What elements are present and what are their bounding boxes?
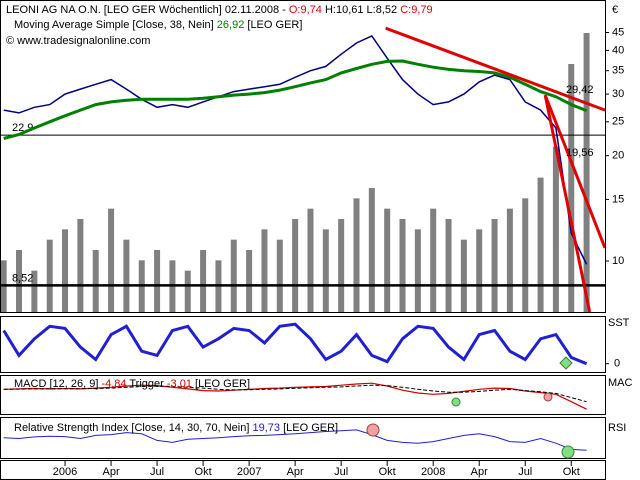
sst-label: SST bbox=[608, 317, 630, 329]
rsi-panel bbox=[0, 417, 606, 459]
volume-bar bbox=[246, 250, 253, 312]
x-tick-label: Okt bbox=[195, 466, 212, 478]
x-tick-label: Apr bbox=[471, 466, 488, 478]
volume-bar bbox=[338, 219, 345, 312]
x-tick-label: 2007 bbox=[237, 466, 261, 478]
y-tick-label: 45 bbox=[612, 26, 624, 38]
volume-bar bbox=[568, 64, 575, 312]
signal-marker bbox=[451, 397, 461, 407]
volume-bar bbox=[108, 208, 115, 312]
trendline-label: 29,42 bbox=[566, 84, 594, 96]
volume-bar bbox=[31, 270, 38, 312]
volume-bar bbox=[491, 219, 498, 312]
level-label: 8,52 bbox=[12, 272, 33, 284]
volume-bar bbox=[16, 250, 23, 312]
y-tick-label: 20 bbox=[612, 150, 624, 162]
signal-marker bbox=[561, 445, 575, 459]
volume-bar bbox=[154, 250, 161, 312]
volume-bar bbox=[552, 146, 559, 312]
volume-bar bbox=[414, 229, 421, 312]
x-tick-label: Jul bbox=[518, 466, 532, 478]
x-tick-label: Jul bbox=[334, 466, 348, 478]
volume-bar bbox=[399, 219, 406, 312]
trendline bbox=[543, 94, 592, 313]
volume-bar bbox=[276, 239, 283, 312]
y-tick-label: 35 bbox=[612, 65, 624, 77]
signal-marker bbox=[543, 392, 553, 402]
trendline bbox=[543, 94, 607, 249]
volume-bar bbox=[476, 229, 483, 312]
volume-bar bbox=[200, 250, 207, 312]
price-panel bbox=[0, 0, 606, 313]
price-line bbox=[3, 34, 588, 265]
x-tick-label: Okt bbox=[563, 466, 580, 478]
rsi-label: RSI bbox=[608, 422, 626, 434]
volume-bar bbox=[522, 198, 529, 312]
rsi-title: Relative Strength Index [Close, 14, 30, … bbox=[14, 422, 338, 434]
moving-average bbox=[3, 59, 588, 140]
volume-bar bbox=[77, 219, 84, 312]
rsi-line bbox=[3, 429, 587, 451]
sst-panel bbox=[0, 316, 606, 373]
signal-marker bbox=[366, 423, 380, 437]
macd-trigger bbox=[3, 384, 587, 403]
volume-bar bbox=[184, 270, 191, 312]
y-tick-label: 15 bbox=[612, 193, 624, 205]
header-line: LEONI AG NA O.N. [LEO GER Wöchentlich] 0… bbox=[6, 4, 433, 16]
ma-line: Moving Average Simple [Close, 38, Nein] … bbox=[14, 19, 302, 31]
volume-bar bbox=[506, 208, 513, 312]
x-tick-label: Apr bbox=[102, 466, 119, 478]
sst-line bbox=[2, 322, 588, 366]
volume-bar bbox=[583, 33, 590, 312]
macd-title: MACD [12, 26, 9] -4,84 Trigger -3,01 [LE… bbox=[14, 378, 250, 390]
volume-bar bbox=[92, 250, 99, 312]
y-tick-label: 30 bbox=[612, 88, 624, 100]
volume-bar bbox=[62, 229, 69, 312]
x-tick-label: Apr bbox=[287, 466, 304, 478]
volume-bar bbox=[261, 229, 268, 312]
macd-label: MAC bbox=[608, 377, 633, 389]
volume-bar bbox=[230, 239, 237, 312]
x-tick-label: 2006 bbox=[53, 466, 77, 478]
y-tick-label: 0 bbox=[614, 358, 620, 370]
x-tick-label: Jul bbox=[150, 466, 164, 478]
volume-bar bbox=[384, 208, 391, 312]
y-tick-label: 25 bbox=[612, 116, 624, 128]
volume-bar bbox=[353, 198, 360, 312]
y-tick-label: 10 bbox=[612, 255, 624, 267]
volume-bar bbox=[368, 188, 375, 312]
volume-bar bbox=[123, 239, 130, 312]
volume-bar bbox=[430, 208, 437, 312]
trendline-label: 19,56 bbox=[566, 147, 594, 159]
macd-line bbox=[3, 382, 587, 410]
y-tick-label: 40 bbox=[612, 44, 624, 56]
signal-marker bbox=[559, 356, 573, 370]
macd-panel bbox=[0, 375, 606, 415]
volume-bar bbox=[537, 177, 544, 312]
copyright: © www.tradesignalonline.com bbox=[6, 35, 150, 47]
volume-bar bbox=[46, 239, 53, 312]
volume-bar bbox=[460, 239, 467, 312]
volume-bar bbox=[292, 219, 299, 312]
volume-bar bbox=[307, 208, 314, 312]
plots: 45 40 35 30 25 20 15 10 2006 Apr Jul Okt 2007 Apr Jul O… bbox=[0, 26, 624, 478]
trendline bbox=[385, 26, 606, 112]
volume-bar bbox=[322, 229, 329, 312]
volume-bar bbox=[445, 219, 452, 312]
x-tick-label: 2008 bbox=[421, 466, 445, 478]
x-tick-label: Okt bbox=[379, 466, 396, 478]
currency: € bbox=[612, 4, 618, 16]
